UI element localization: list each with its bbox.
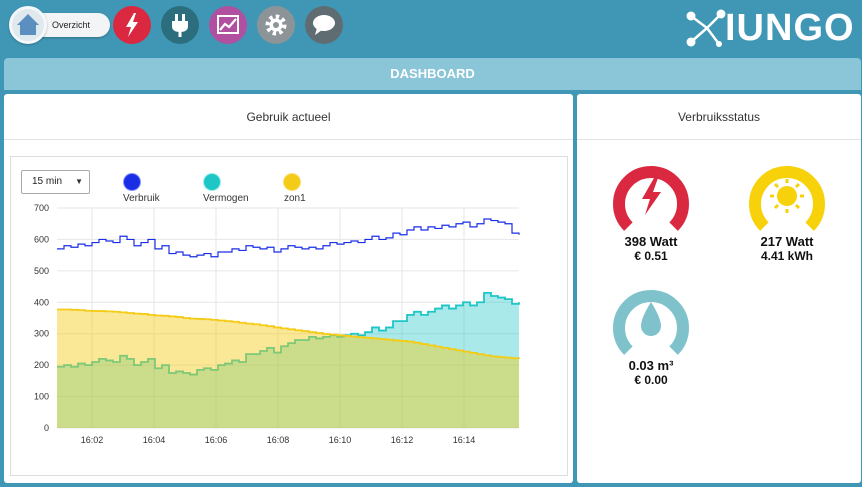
y-tick-label: 200 <box>34 360 49 370</box>
drop-icon <box>613 290 689 355</box>
legend-dot-zon1 <box>284 174 300 190</box>
status-water: 0.03 m³ € 0.00 <box>596 282 706 387</box>
usage-panel-title: Gebruik actueel <box>4 94 573 140</box>
series-line-zon1 <box>57 308 520 360</box>
status-electricity: 398 Watt € 0.51 <box>596 158 706 263</box>
chevron-down-icon: ▼ <box>75 177 83 186</box>
legend-label: Verbruik <box>123 193 160 204</box>
usage-chart-svg: 0 100 200 300 400 500 600 700 16:02 16:04 16:06 16:… <box>34 203 520 445</box>
legend-dot-verbruik <box>124 174 140 190</box>
chart-icon[interactable] <box>209 6 247 44</box>
series-line-verbruik <box>57 218 520 258</box>
x-tick-label: 16:12 <box>391 435 414 445</box>
x-tick-label: 16:14 <box>453 435 476 445</box>
legend-label: zon1 <box>284 193 306 204</box>
series-line-vermogen <box>57 291 520 376</box>
status-electricity-sub: € 0.51 <box>634 249 668 263</box>
lightning-icon <box>613 166 689 231</box>
legend-dot-vermogen <box>204 174 220 190</box>
network-icon <box>686 9 726 47</box>
status-solar: 217 Watt 4.41 kWh <box>732 158 842 263</box>
energy-icon[interactable] <box>113 6 151 44</box>
status-panel: Verbruiksstatus 398 Watt € 0.51 217 Watt… <box>577 94 861 483</box>
usage-chart: 0 100 200 300 400 500 600 700 16:02 16:04 16:06 16:… <box>10 156 568 476</box>
x-tick-label: 16:10 <box>329 435 352 445</box>
page-title: DASHBOARD <box>4 58 861 90</box>
status-solar-main: 217 Watt <box>760 234 814 249</box>
logo-text: IUNGO <box>725 7 855 49</box>
status-water-main: 0.03 m³ <box>628 358 674 373</box>
y-tick-label: 600 <box>34 234 49 244</box>
series-area-vermogen <box>57 292 519 428</box>
iungo-logo: IUNGO <box>683 6 855 50</box>
y-tick-label: 300 <box>34 329 49 339</box>
status-panel-title: Verbruiksstatus <box>577 94 861 140</box>
gear-icon[interactable] <box>257 6 295 44</box>
y-tick-label: 100 <box>34 392 49 402</box>
x-tick-label: 16:02 <box>81 435 104 445</box>
y-tick-label: 400 <box>34 297 49 307</box>
legend-label: Vermogen <box>203 193 249 204</box>
x-tick-label: 16:06 <box>205 435 228 445</box>
plug-icon[interactable] <box>161 6 199 44</box>
top-bar: Overzicht <box>0 0 862 52</box>
status-solar-sub: 4.41 kWh <box>760 249 814 263</box>
range-select-value: 15 min <box>32 176 63 187</box>
range-select[interactable]: 15 min ▼ <box>21 170 90 194</box>
series-area-zon1 <box>57 309 519 428</box>
y-tick-label: 700 <box>34 203 49 213</box>
x-tick-label: 16:08 <box>267 435 290 445</box>
status-water-sub: € 0.00 <box>634 373 668 387</box>
y-tick-label: 0 <box>44 423 49 433</box>
usage-panel: Gebruik actueel 0 100 200 300 400 500 600 700 16… <box>4 94 573 483</box>
chat-icon[interactable] <box>305 6 343 44</box>
home-icon[interactable] <box>9 6 47 44</box>
status-electricity-main: 398 Watt <box>624 234 678 249</box>
x-tick-label: 16:04 <box>143 435 166 445</box>
y-tick-label: 500 <box>34 266 49 276</box>
sun-icon <box>749 166 825 231</box>
